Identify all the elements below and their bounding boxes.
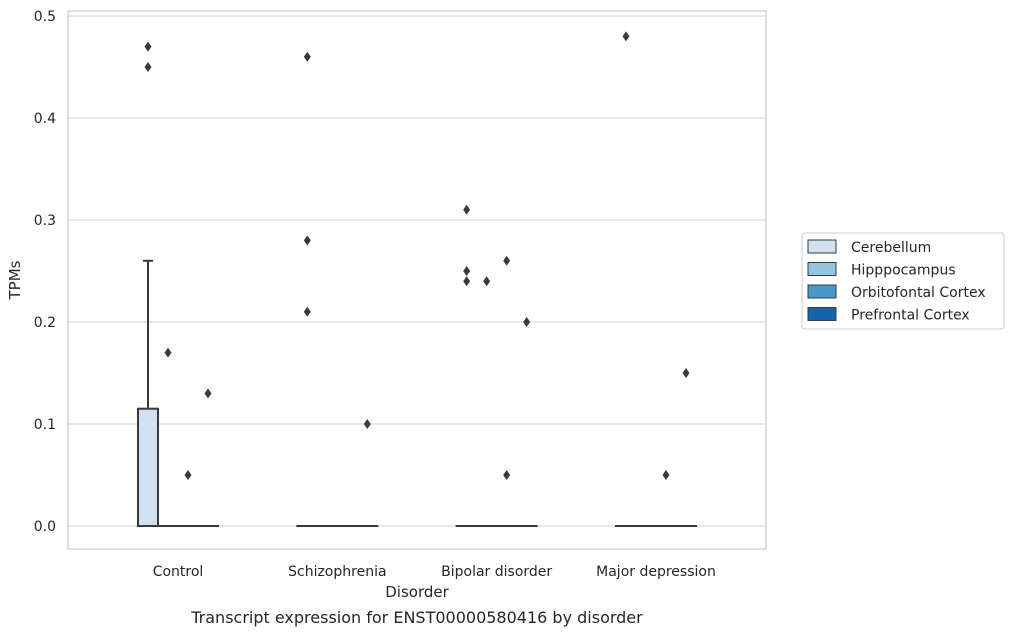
y-tick-label: 0.5 xyxy=(34,9,56,25)
x-tick-label: Control xyxy=(153,564,204,580)
legend-swatch xyxy=(807,307,837,321)
x-tick-label: Schizophrenia xyxy=(288,564,386,580)
legend-swatch xyxy=(807,284,837,299)
boxes xyxy=(137,259,697,528)
legend-swatch xyxy=(807,262,837,276)
x-tick-label: Major depression xyxy=(596,564,716,580)
y-tick-label: 0.4 xyxy=(34,111,56,127)
y-axis-label: TPMs xyxy=(6,260,24,300)
legend-frame xyxy=(801,232,1005,330)
legend-items: Cerebellum Hipppocampus Orbitofontal Corte… xyxy=(807,239,986,324)
y-tick-label: 0.0 xyxy=(34,519,56,535)
outlier-point xyxy=(622,31,630,42)
legend-label: Hipppocampus xyxy=(851,263,956,279)
outlier-point xyxy=(463,204,471,215)
outlier-point xyxy=(463,266,471,276)
outlier-point xyxy=(662,470,670,480)
legend-swatch xyxy=(807,239,837,254)
outlier-point xyxy=(164,347,172,358)
chart-caption: Transcript expression for ENST0000058041… xyxy=(190,608,643,627)
legend-label: Prefrontal Cortex xyxy=(851,308,970,324)
outlier-point xyxy=(303,306,311,317)
outlier-point xyxy=(204,388,212,399)
outlier-point xyxy=(463,276,471,287)
legend-label: Cerebellum xyxy=(851,240,931,256)
y-tick-label: 0.3 xyxy=(34,213,56,229)
x-tick-labels: Control Schizophrenia Bipolar disorder Majo… xyxy=(153,564,716,580)
box-cerebellum xyxy=(137,407,159,528)
legend: Cerebellum Hipppocampus Orbitofontal Corte… xyxy=(801,232,1005,330)
outlier-point xyxy=(303,235,311,246)
outlier-point xyxy=(303,51,311,62)
outliers xyxy=(144,31,690,480)
gridlines xyxy=(68,15,766,527)
outlier-point xyxy=(144,62,152,72)
outlier-point xyxy=(503,255,511,266)
x-tick-label: Bipolar disorder xyxy=(441,564,552,580)
outlier-point xyxy=(483,276,491,287)
outlier-point xyxy=(363,419,371,429)
outlier-point xyxy=(503,470,511,480)
y-tick-label: 0.2 xyxy=(34,315,56,331)
plot-area-frame xyxy=(67,10,767,550)
y-tick-label: 0.1 xyxy=(34,417,56,433)
legend-label: Orbitofontal Cortex xyxy=(851,285,986,301)
x-axis-label: Disorder xyxy=(385,583,449,601)
y-tick-labels: 0.0 0.1 0.2 0.3 0.4 0.5 xyxy=(34,9,56,535)
outlier-point xyxy=(523,317,531,327)
outlier-point xyxy=(682,368,690,378)
outlier-point xyxy=(144,41,152,52)
outlier-point xyxy=(184,470,192,480)
